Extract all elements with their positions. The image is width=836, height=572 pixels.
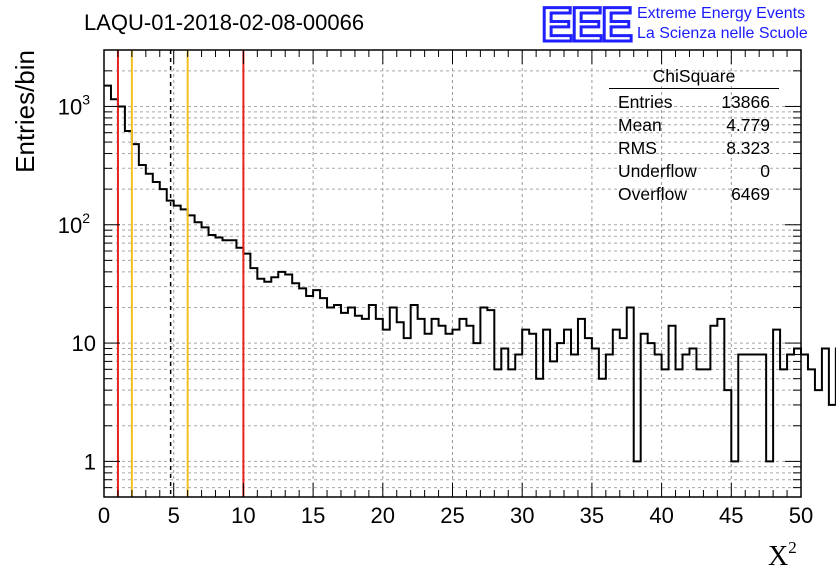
- x-tick-label: 45: [719, 503, 743, 528]
- x-tick-label: 40: [649, 503, 673, 528]
- histogram-line: [104, 84, 836, 463]
- y-tick-label: 1: [84, 449, 96, 474]
- eee-logo: EEE: [539, 0, 634, 52]
- stats-value: 0: [760, 161, 770, 181]
- stats-label: Underflow: [618, 161, 697, 181]
- stats-label: Overflow: [618, 184, 688, 204]
- logo-line-2: La Scienza nelle Scuole: [637, 25, 808, 42]
- stats-title: ChiSquare: [609, 66, 779, 89]
- x-tick-label: 30: [510, 503, 534, 528]
- stats-row-entries: Entries 13866: [609, 91, 779, 114]
- logo-line-1: Extreme Energy Events: [637, 5, 806, 22]
- y-axis-title: Entries/bin: [10, 50, 40, 173]
- stats-row-rms: RMS 8.323: [609, 137, 779, 160]
- stats-value: 4.779: [726, 115, 770, 135]
- run-title: LAQU-01-2018-02-08-00066: [84, 10, 365, 35]
- stats-value: 6469: [731, 184, 770, 204]
- x-axis-title: X2: [768, 538, 797, 572]
- x-tick-label: 25: [440, 503, 464, 528]
- stats-label: RMS: [618, 138, 657, 158]
- x-tick-label: 20: [371, 503, 395, 528]
- x-tick-label: 15: [301, 503, 325, 528]
- x-tick-label: 35: [580, 503, 604, 528]
- stats-row-underflow: Underflow 0: [609, 160, 779, 183]
- stats-label: Entries: [618, 92, 673, 112]
- stats-value: 13866: [721, 92, 770, 112]
- x-tick-label: 0: [98, 503, 110, 528]
- stats-row-overflow: Overflow 6469: [609, 183, 779, 206]
- y-tick-label: 102: [58, 210, 90, 238]
- stats-value: 8.323: [726, 138, 770, 158]
- x-tick-label: 5: [168, 503, 180, 528]
- y-tick-label: 103: [58, 91, 90, 119]
- x-tick-label: 10: [231, 503, 255, 528]
- stats-label: Mean: [618, 115, 662, 135]
- stats-row-mean: Mean 4.779: [609, 114, 779, 137]
- y-tick-label: 10: [72, 331, 96, 356]
- x-tick-label: 50: [789, 503, 813, 528]
- stats-box: ChiSquare Entries 13866 Mean 4.779 RMS 8…: [609, 66, 779, 206]
